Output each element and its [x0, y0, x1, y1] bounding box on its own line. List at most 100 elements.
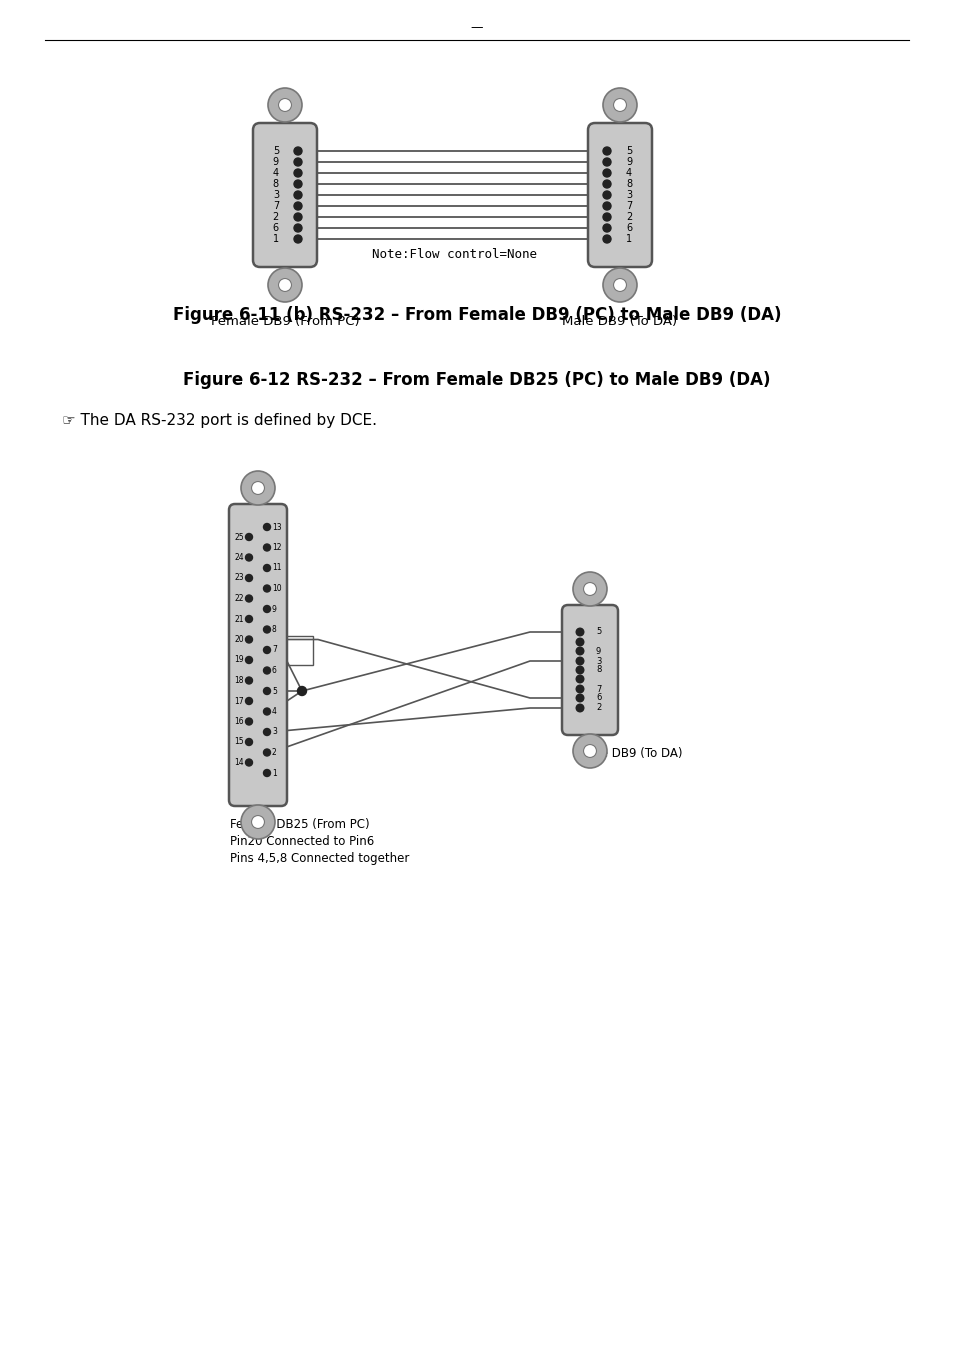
Circle shape	[263, 667, 271, 674]
Text: 8: 8	[596, 666, 600, 675]
Text: 8: 8	[273, 180, 278, 189]
Circle shape	[576, 628, 583, 636]
Text: 2: 2	[272, 748, 276, 757]
Text: 7: 7	[625, 201, 632, 211]
Circle shape	[245, 616, 253, 622]
Text: ☞ The DA RS-232 port is defined by DCE.: ☞ The DA RS-232 port is defined by DCE.	[62, 413, 376, 428]
Text: 4: 4	[625, 167, 632, 178]
Circle shape	[576, 647, 583, 655]
Text: 8: 8	[625, 180, 632, 189]
Circle shape	[252, 815, 264, 829]
FancyBboxPatch shape	[587, 123, 651, 267]
Text: Male DB9 (To DA): Male DB9 (To DA)	[579, 747, 681, 760]
Text: 3: 3	[272, 728, 276, 737]
Text: Female DB25 (From PC)
Pin20 Connected to Pin6
Pins 4,5,8 Connected together: Female DB25 (From PC) Pin20 Connected to…	[230, 818, 409, 865]
Circle shape	[602, 190, 610, 198]
Circle shape	[576, 686, 583, 693]
FancyBboxPatch shape	[561, 605, 618, 734]
Circle shape	[294, 158, 302, 166]
Circle shape	[602, 269, 637, 302]
FancyBboxPatch shape	[229, 504, 287, 806]
Circle shape	[278, 278, 292, 292]
Circle shape	[294, 202, 302, 211]
Circle shape	[583, 745, 596, 757]
Text: 23: 23	[234, 574, 244, 582]
Text: 20: 20	[234, 634, 244, 644]
Text: 11: 11	[272, 563, 281, 572]
Text: 3: 3	[625, 190, 632, 200]
Text: Male DB9 (To DA): Male DB9 (To DA)	[562, 315, 677, 328]
Circle shape	[245, 595, 253, 602]
Circle shape	[294, 180, 302, 188]
Circle shape	[602, 202, 610, 211]
Circle shape	[241, 805, 274, 838]
Text: Figure 6-12 RS-232 – From Female DB25 (PC) to Male DB9 (DA): Figure 6-12 RS-232 – From Female DB25 (P…	[183, 371, 770, 389]
Text: 17: 17	[234, 697, 244, 706]
Circle shape	[576, 694, 583, 702]
Text: 6: 6	[596, 694, 600, 702]
Circle shape	[602, 147, 610, 155]
Text: 24: 24	[234, 554, 244, 562]
Circle shape	[294, 147, 302, 155]
Text: 25: 25	[234, 532, 244, 541]
Circle shape	[263, 647, 271, 653]
Text: 2: 2	[596, 703, 600, 713]
Circle shape	[263, 524, 271, 531]
Circle shape	[263, 749, 271, 756]
Circle shape	[576, 666, 583, 674]
Bar	[273, 636, 313, 664]
Text: 6: 6	[272, 666, 276, 675]
Circle shape	[613, 99, 626, 112]
Circle shape	[602, 169, 610, 177]
Circle shape	[245, 533, 253, 540]
Text: 3: 3	[596, 656, 600, 666]
Circle shape	[263, 585, 271, 593]
Circle shape	[245, 554, 253, 562]
Text: 5: 5	[596, 628, 600, 636]
Text: 14: 14	[234, 757, 244, 767]
Circle shape	[576, 675, 583, 683]
Circle shape	[263, 707, 271, 716]
Circle shape	[294, 235, 302, 243]
Text: 15: 15	[234, 737, 244, 747]
Circle shape	[602, 213, 610, 221]
Text: 22: 22	[234, 594, 244, 603]
Text: 21: 21	[234, 614, 244, 624]
Circle shape	[602, 88, 637, 122]
Circle shape	[263, 626, 271, 633]
Text: 7: 7	[272, 645, 276, 655]
Text: 9: 9	[596, 647, 600, 656]
Text: 5: 5	[273, 146, 278, 157]
Text: 10: 10	[272, 585, 281, 593]
Text: 7: 7	[596, 684, 600, 694]
FancyBboxPatch shape	[253, 123, 316, 267]
Circle shape	[245, 575, 253, 582]
Circle shape	[268, 88, 302, 122]
Text: 2: 2	[273, 212, 278, 221]
Text: 9: 9	[273, 157, 278, 167]
Circle shape	[245, 759, 253, 765]
Circle shape	[245, 656, 253, 663]
Text: —: —	[470, 22, 483, 35]
Circle shape	[245, 738, 253, 745]
Text: 5: 5	[272, 687, 276, 695]
Circle shape	[268, 269, 302, 302]
Circle shape	[263, 544, 271, 551]
Text: 1: 1	[272, 768, 276, 778]
Text: 1: 1	[625, 234, 632, 244]
Circle shape	[602, 235, 610, 243]
Circle shape	[576, 705, 583, 711]
Circle shape	[294, 190, 302, 198]
Circle shape	[245, 718, 253, 725]
Circle shape	[294, 224, 302, 232]
Text: Female DB9 (From PC): Female DB9 (From PC)	[211, 315, 359, 328]
Text: 5: 5	[625, 146, 632, 157]
Text: 1: 1	[273, 234, 278, 244]
Text: 9: 9	[272, 605, 276, 613]
Text: 6: 6	[273, 223, 278, 234]
Text: 16: 16	[234, 717, 244, 726]
Circle shape	[252, 482, 264, 494]
Text: 18: 18	[234, 676, 244, 684]
Circle shape	[245, 676, 253, 684]
Circle shape	[241, 471, 274, 505]
